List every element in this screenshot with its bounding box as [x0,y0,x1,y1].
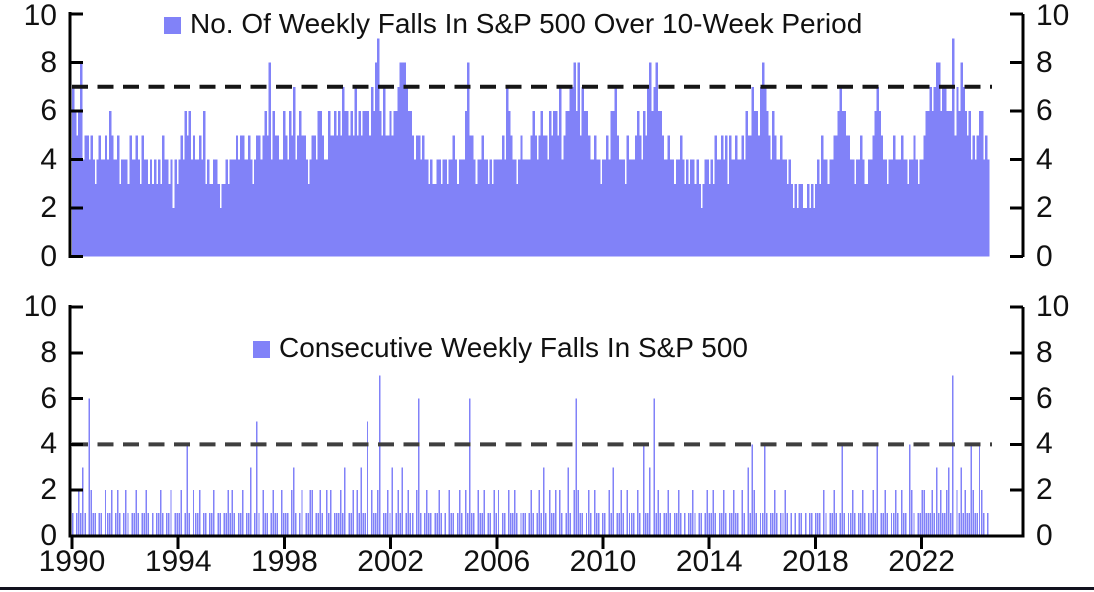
y-tick-label-left: 2 [40,473,57,507]
legend-top: No. Of Weekly Falls In S&P 500 Over 10-W… [164,8,862,40]
x-tick-label: 2002 [357,545,424,578]
y-tick-label-right: 10 [1036,0,1070,32]
y-tick-label-left: 10 [23,0,57,32]
x-tick-label: 1990 [38,545,106,578]
legend-swatch-icon [164,17,181,34]
y-tick-label-right: 4 [1036,142,1053,176]
y-tick-label-left: 8 [40,45,57,79]
y-tick-label-right: 10 [1036,290,1070,323]
y-tick-label-left: 2 [40,191,57,224]
y-tick-label-left: 6 [40,381,57,415]
y-tick-label-left: 0 [40,239,57,273]
legend-label: Consecutive Weekly Falls In S&P 500 [279,332,748,363]
x-tick-label: 1994 [144,545,212,578]
y-tick-label-right: 2 [1036,473,1053,507]
y-tick-label-left: 4 [40,427,57,461]
y-tick-label-right: 4 [1036,427,1053,461]
x-tick-label: 2014 [675,545,743,578]
legend-swatch-icon [253,341,270,358]
y-tick-label-left: 4 [40,142,57,176]
x-tick-label: 2006 [463,545,531,578]
y-tick-label-right: 0 [1036,239,1053,273]
y-tick-label-right: 6 [1036,94,1053,127]
y-tick-label-right: 8 [1036,335,1053,369]
legend-label: No. Of Weekly Falls In S&P 500 Over 10-W… [190,8,863,39]
y-tick-label-left: 6 [40,94,57,127]
y-tick-label-right: 0 [1036,519,1053,552]
x-tick-label: 2010 [569,545,637,578]
bottom-rule [0,587,1094,590]
y-tick-label-right: 6 [1036,381,1053,415]
x-tick-label: 2018 [782,545,849,578]
legend-bottom: Consecutive Weekly Falls In S&P 500 [253,332,748,364]
y-tick-label-left: 0 [40,519,57,552]
y-tick-label-right: 2 [1036,191,1053,224]
y-tick-label-left: 10 [23,290,57,323]
y-tick-label-right: 8 [1036,45,1053,79]
x-tick-label: 1998 [251,545,318,578]
x-tick-label: 2022 [888,545,955,578]
y-tick-label-left: 8 [40,335,57,369]
